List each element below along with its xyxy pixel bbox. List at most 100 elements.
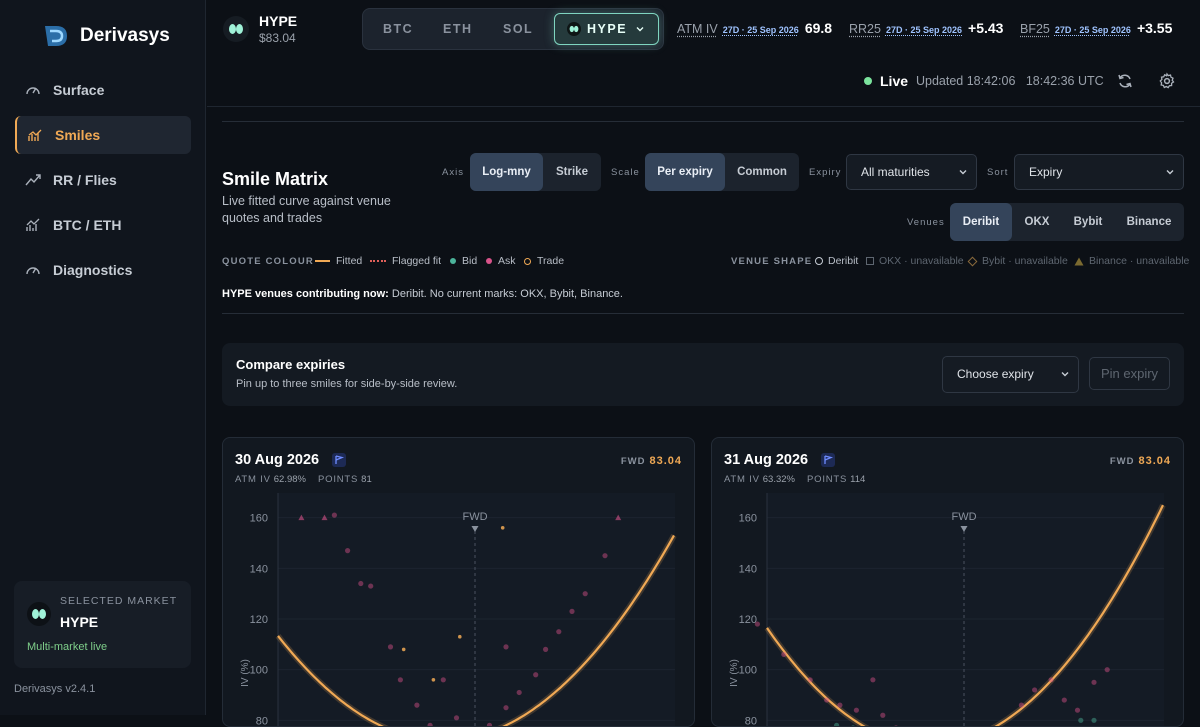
compare-subtitle: Pin up to three smiles for side-by-side … [236,378,458,390]
venue-binance[interactable]: Binance [1126,216,1172,228]
quote-point [582,591,588,597]
market-status: Multi-market live [27,641,108,653]
axis-toggle: Log-mny Strike [470,153,601,191]
gauge-icon [25,82,41,98]
sidebar-item-surface[interactable]: Surface [15,71,191,109]
metric-rr25[interactable]: RR25 27D · 25 Sep 2026 +5.43 [849,20,1003,36]
page-subtitle: Live fitted curve against venue quotes a… [222,194,391,225]
venue-deribit[interactable]: Deribit [950,203,1012,241]
quote-point [414,702,420,708]
quote-point [387,644,394,650]
quote-point [1018,702,1024,708]
choose-expiry-value: Choose expiry [957,367,1034,381]
sort-select[interactable]: Expiry [1014,154,1184,190]
page-title: Smile Matrix [222,169,329,189]
fwd-label: FWD [1109,456,1135,467]
smile-chart[interactable]: 160 140 120 100 80 IV (%) FWD [712,493,1184,727]
hype-icon [223,16,249,42]
chevron-down-icon [1166,170,1174,175]
quote-point [1104,667,1110,673]
asset-hype-dropdown[interactable]: HYPE [554,13,659,45]
quote-point [1061,697,1067,703]
chart-icon [27,127,43,143]
asset-btc[interactable]: BTC [383,22,414,36]
metric-date: 27D · 25 Sep 2026 [722,25,799,35]
sidebar-item-rr-flies[interactable]: RR / Flies [15,161,191,199]
flag-icon[interactable] [821,453,835,467]
forward-marker [960,526,968,532]
card-meta: ATM IV 63.32% POINTS 114 [724,474,877,485]
metric-value: 69.8 [804,20,833,36]
metric-atm-iv[interactable]: ATM IV 27D · 25 Sep 2026 69.8 [677,20,832,36]
y-tick-label: 160 [250,513,268,525]
legend-label: Flagged fit [392,255,442,267]
refresh-icon[interactable] [1116,72,1134,90]
scale-per-expiry[interactable]: Per expiry [645,153,725,191]
expiry-select[interactable]: All maturities [846,154,977,190]
sidebar-item-label: Surface [53,82,105,98]
smile-card: 30 Aug 2026 FWD 83.04 ATM IV 62.98% POINTS 8… [222,437,695,727]
metric-label: ATM IV [677,22,718,36]
shape-okx: OKX · unavailable [866,255,964,267]
shape-deribit: Deribit [815,255,858,267]
legend-ask: Ask [486,255,516,267]
sort-label: Sort [987,167,1009,178]
selected-market-name: HYPE [60,614,99,630]
expiry-label: Expiry [809,167,842,178]
quote-point [358,580,364,587]
asset-hype-label: HYPE [587,22,628,36]
gear-icon[interactable] [1158,72,1176,90]
quote-point [440,677,446,683]
quote-point [1091,679,1097,685]
fitted-curve [766,504,1164,726]
forward-marker [471,526,479,532]
quote-point [807,677,813,683]
metric-bf25[interactable]: BF25 27D · 25 Sep 2026 +3.55 [1020,20,1172,36]
sidebar-item-btc-eth[interactable]: BTC / ETH [15,206,191,244]
asset-sol[interactable]: SOL [503,22,534,36]
chevron-down-icon [1061,372,1069,377]
ticker-name: HYPE [259,13,298,29]
scale-label: Scale [611,167,640,178]
shape-binance: Binance · unavailable [1074,255,1189,267]
axis-log-mny[interactable]: Log-mny [470,153,543,191]
card-date: 30 Aug 2026 [235,452,320,468]
shape-bybit: Bybit · unavailable [967,255,1068,267]
pin-expiry-button[interactable]: Pin expiry [1089,357,1170,390]
scale-toggle: Per expiry Common [645,153,799,191]
live-indicator [864,77,872,85]
trade-swatch [524,257,531,265]
scale-common[interactable]: Common [737,166,787,178]
fwd-value: 83.04 [1138,455,1171,467]
quote-point [824,697,830,703]
y-tick-label: 100 [739,665,757,677]
choose-expiry-select[interactable]: Choose expiry [942,356,1079,393]
sidebar-item-diagnostics[interactable]: Diagnostics [15,251,191,289]
quote-colour-label: QUOTE COLOUR [222,256,314,267]
atm-label: ATM IV [235,474,271,485]
y-tick-label: 100 [250,665,268,677]
contrib-text: Deribit. No current marks: OKX, Bybit, B… [388,288,623,300]
venue-bybit[interactable]: Bybit [1073,216,1103,228]
metric-date: 27D · 25 Sep 2026 [1054,25,1131,35]
flag-icon[interactable] [332,453,346,467]
updated-time: Updated 18:42:06 18:42:36 UTC [916,74,1104,88]
asset-eth[interactable]: ETH [443,22,473,36]
smile-chart[interactable]: 160 140 120 100 80 IV (%) FWD [223,493,695,727]
ticker-price: $83.04 [259,31,296,45]
quote-point [1074,707,1081,713]
axis-strike[interactable]: Strike [556,166,588,178]
quote-point [298,514,305,521]
venues-label: Venues [907,217,945,228]
quote-point [453,715,460,721]
triangle-icon [1074,257,1084,265]
plot-area [767,493,1164,726]
legend-fitted: Fitted [315,255,362,267]
quote-point [569,608,575,614]
expiry-select-value: All maturities [861,165,930,179]
top-bar: HYPE $83.04 BTC ETH SOL HYPE ATM IV 27D … [207,0,1200,107]
venue-contrib-note: HYPE venues contributing now: Deribit. N… [222,288,623,300]
venue-okx[interactable]: OKX [1024,216,1050,228]
quote-point [1032,687,1038,693]
sidebar-item-smiles[interactable]: Smiles [15,116,191,154]
